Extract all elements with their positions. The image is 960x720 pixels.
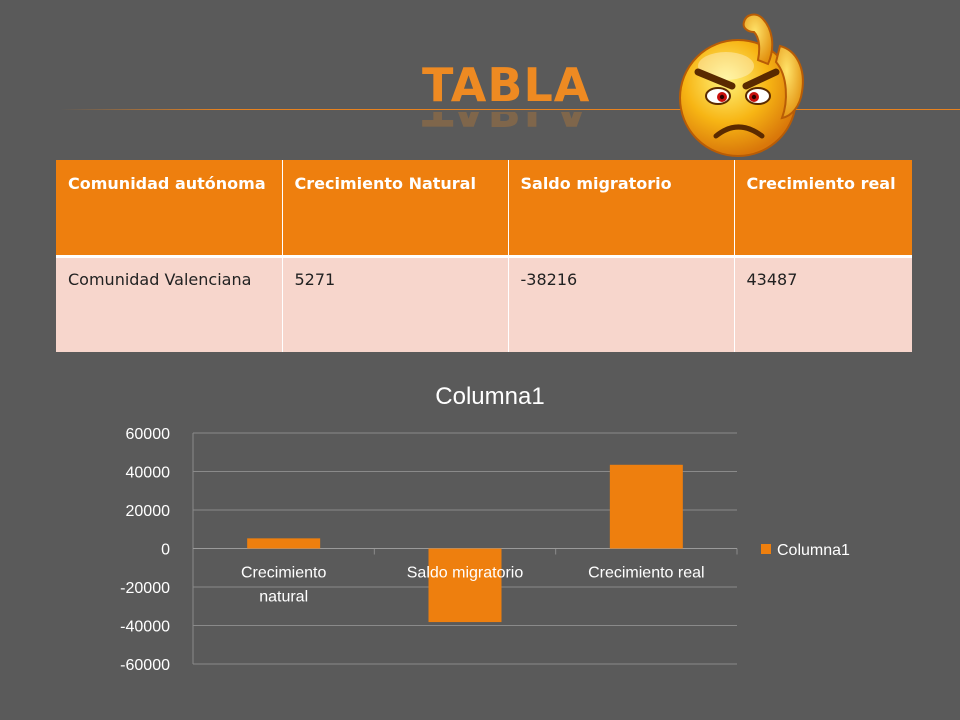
bar-1 (247, 538, 321, 549)
y-tick-label: 60000 (126, 426, 171, 443)
cell-crecimiento-real: 43487 (734, 256, 912, 352)
y-tick-label: 20000 (126, 503, 171, 520)
table-header-row: Comunidad autónoma Crecimiento Natural S… (56, 160, 912, 258)
slide-title: Tabla (422, 58, 591, 112)
x-category-label: Saldo migratorio (407, 565, 524, 582)
angry-smiley-icon (679, 13, 804, 157)
header-crecimiento-natural: Crecimiento Natural (282, 160, 509, 258)
header-comunidad: Comunidad autónoma (56, 160, 283, 258)
legend-label: Columna1 (777, 542, 850, 559)
legend-swatch (761, 544, 771, 554)
cell-saldo-migratorio: -38216 (508, 256, 735, 352)
y-tick-label: 0 (161, 542, 170, 559)
x-category-label: Crecimiento natural (241, 565, 326, 606)
cell-crecimiento-natural: 5271 (282, 256, 509, 352)
y-tick-label: -60000 (120, 657, 170, 674)
table-row: Comunidad Valenciana 5271 -38216 43487 (56, 256, 912, 352)
bar-chart: Columna1 60000 40000 20000 0 -20000 -40000 -600… (120, 383, 850, 674)
header-saldo-migratorio: Saldo migratorio (508, 160, 735, 258)
y-tick-label: -20000 (120, 580, 170, 597)
chart-title: Columna1 (435, 383, 544, 410)
title-underline (60, 109, 960, 110)
slide-title-reflection: Tabla (422, 112, 590, 132)
cell-comunidad: Comunidad Valenciana (56, 256, 283, 352)
bar-3 (609, 464, 683, 549)
header-crecimiento-real: Crecimiento real (734, 160, 912, 258)
bar-2 (428, 548, 502, 623)
y-tick-label: -40000 (120, 619, 170, 636)
y-tick-label: 40000 (126, 465, 171, 482)
x-category-label: Crecimiento real (588, 565, 704, 582)
data-table: Comunidad autónoma Crecimiento Natural S… (56, 160, 912, 352)
